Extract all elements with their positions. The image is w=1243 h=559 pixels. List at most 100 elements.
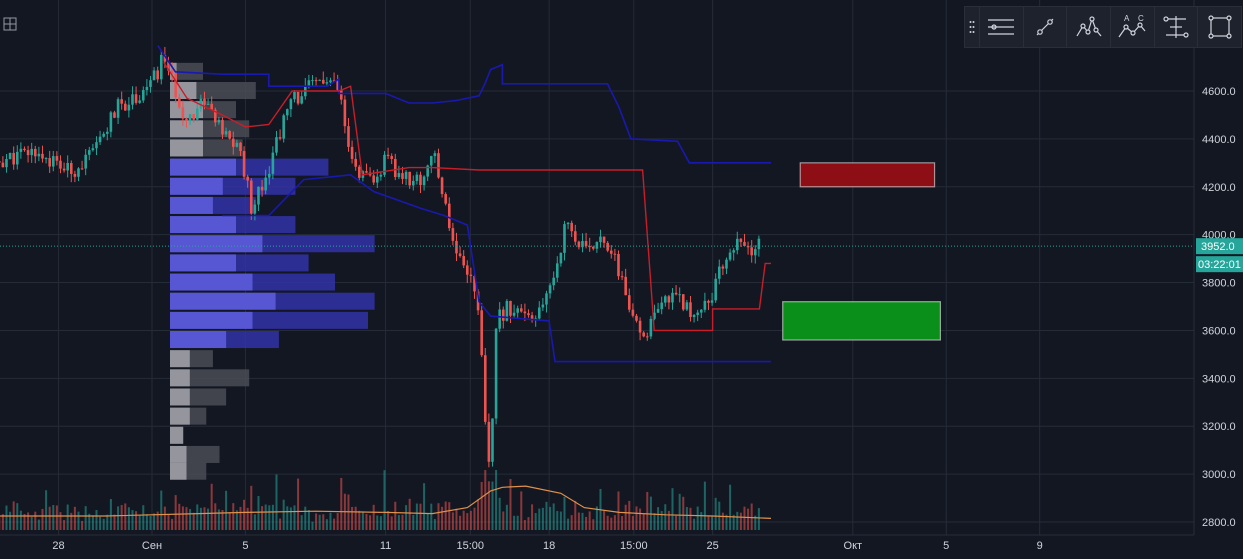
- candle-bear: [170, 70, 174, 74]
- candle-bear: [609, 250, 613, 254]
- candle-bear: [739, 238, 743, 242]
- candle-bear: [620, 276, 624, 278]
- volume-bar: [549, 506, 552, 530]
- volume-bar: [45, 490, 48, 530]
- volume-bar: [653, 513, 656, 530]
- volume-profile-bar-up: [170, 177, 223, 195]
- volume-bar: [289, 507, 292, 530]
- horizontal-lines-icon[interactable]: [979, 7, 1023, 47]
- candle-bull: [149, 80, 152, 87]
- candle-bear: [444, 194, 447, 204]
- candle-bear: [530, 315, 534, 321]
- volume-bar: [55, 505, 58, 530]
- crosshair-toggle-icon[interactable]: [2, 16, 18, 32]
- volume-bar: [394, 501, 397, 530]
- candle-bear: [156, 70, 159, 80]
- volume-bar: [448, 502, 451, 530]
- volume-bar: [185, 507, 188, 530]
- volume-bar: [135, 511, 138, 530]
- volume-bar: [192, 512, 195, 530]
- volume-bar: [210, 483, 213, 530]
- volume-bar: [228, 512, 231, 530]
- candle-bear: [321, 79, 325, 84]
- rectangle-icon[interactable]: [1197, 7, 1241, 47]
- volume-bar: [628, 500, 631, 530]
- volume-bar: [480, 481, 483, 530]
- candle-bear: [437, 153, 440, 178]
- volume-bar: [588, 511, 591, 530]
- volume-bar: [361, 511, 364, 530]
- volume-bar: [163, 506, 166, 530]
- candle-bull: [703, 300, 707, 310]
- candle-bear: [501, 309, 505, 321]
- volume-bar: [9, 511, 12, 530]
- candle-bull: [498, 309, 501, 329]
- volume-bar: [106, 514, 109, 530]
- volume-bar: [214, 503, 217, 530]
- volume-bar: [354, 506, 357, 530]
- candle-bear: [120, 99, 123, 104]
- candle-bear: [473, 275, 476, 292]
- volume-bar: [430, 503, 433, 530]
- volume-profile-bar-up: [170, 462, 187, 480]
- candle-bear: [354, 158, 357, 167]
- volume-bar: [286, 506, 289, 530]
- candle-bear: [33, 148, 37, 157]
- candle-bull: [735, 238, 739, 251]
- volume-bar: [487, 481, 490, 530]
- x-tick-label: 9: [1037, 540, 1043, 552]
- volume-bar: [736, 511, 739, 530]
- volume-bar: [365, 513, 368, 530]
- volume-bar: [610, 517, 613, 530]
- candle-bull: [375, 176, 379, 183]
- volume-bar: [235, 510, 238, 530]
- candle-bull: [692, 314, 696, 318]
- volume-bar: [37, 519, 40, 530]
- volume-bar: [1, 514, 4, 530]
- volume-bar: [747, 508, 750, 530]
- volume-bar: [340, 477, 343, 530]
- candle-bear: [192, 114, 195, 120]
- grip-icon[interactable]: [965, 7, 979, 47]
- volume-bar: [639, 508, 642, 530]
- green-target-box: [782, 301, 941, 341]
- pattern-icon[interactable]: [1066, 7, 1110, 47]
- candle-bull: [91, 148, 95, 151]
- candle-bear: [41, 153, 44, 159]
- volume-bar: [700, 512, 703, 530]
- candle-bull: [725, 259, 728, 269]
- candle-bull: [512, 312, 516, 316]
- candle-bear: [638, 320, 642, 333]
- volume-profile-bar-up: [170, 311, 253, 329]
- volume-bar: [304, 506, 307, 530]
- volume-bar: [527, 517, 530, 530]
- candle-bear: [55, 156, 59, 161]
- volume-bar: [703, 481, 706, 530]
- candle-bull: [37, 153, 41, 157]
- volume-bar: [383, 470, 386, 530]
- y-tick-label: 3600.0: [1202, 325, 1236, 337]
- volume-bar: [59, 512, 62, 530]
- y-tick-label: 3000.0: [1202, 469, 1236, 481]
- candle-bear: [62, 168, 66, 171]
- candle-bear: [242, 151, 246, 177]
- x-tick-label: 28: [52, 540, 64, 552]
- candle-bull: [51, 156, 55, 167]
- channel-lower-line: [222, 173, 771, 363]
- candle-bear: [347, 126, 350, 147]
- volume-bar: [577, 512, 580, 530]
- candle-bear: [278, 137, 282, 139]
- candle-bear: [483, 355, 487, 422]
- volume-bar: [689, 507, 692, 530]
- measure-icon[interactable]: [1153, 7, 1198, 47]
- trend-line-icon[interactable]: [1022, 7, 1067, 47]
- volume-bar: [217, 509, 220, 530]
- candle-bear: [174, 73, 177, 98]
- candle-bull: [224, 131, 228, 135]
- candle-bull: [66, 163, 69, 171]
- volume-bar: [379, 516, 382, 530]
- candle-bear: [617, 253, 620, 277]
